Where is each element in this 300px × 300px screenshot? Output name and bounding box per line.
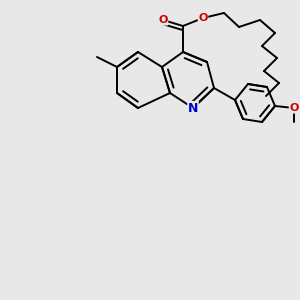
Text: O: O <box>198 13 208 23</box>
Text: O: O <box>289 103 299 113</box>
Text: O: O <box>158 15 168 25</box>
Text: N: N <box>188 101 198 115</box>
